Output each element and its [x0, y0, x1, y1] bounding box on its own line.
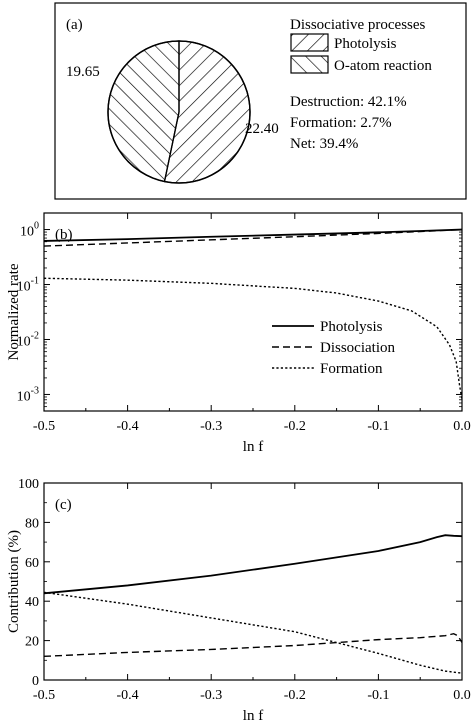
panel-label: (b)	[55, 227, 73, 243]
legend-label-0: Photolysis	[334, 36, 397, 52]
legend-label: Dissociation	[320, 340, 395, 356]
pie-label-o-atom: 19.65	[66, 64, 100, 80]
panel-label: (c)	[55, 497, 72, 513]
panel-c-contribution: (c) -0.5 -0.4 -0.3 -0.2 -0.1 0.0 ln f 0 20 40 60 80 1…	[6, 477, 471, 722]
x-tick-label: -0.2	[284, 419, 306, 434]
series-line-dashed	[43, 632, 463, 658]
x-tick-label: -0.1	[367, 688, 389, 703]
legend-label: Formation	[320, 361, 383, 377]
panel-a-frame	[54, 2, 467, 200]
y-tick-label: 10-2	[17, 330, 39, 349]
y-tick-label: 40	[25, 595, 39, 610]
x-tick-label: -0.4	[117, 688, 139, 703]
y-tick-exponent: 0	[34, 221, 39, 232]
y-tick-base: 10	[17, 389, 31, 404]
x-axis-label: ln f	[243, 708, 263, 722]
y-tick-label: 10-3	[17, 385, 39, 404]
legend-label: Photolysis	[320, 319, 383, 335]
stat-line-0: Destruction: 42.1%	[290, 94, 407, 110]
x-tick-label: -0.5	[33, 688, 55, 703]
y-tick-base: 10	[17, 280, 31, 295]
x-tick-label: -0.2	[284, 688, 306, 703]
x-tick-label: 0.0	[453, 688, 471, 703]
stat-line-1: Formation: 2.7%	[290, 115, 392, 131]
y-tick-label: 60	[25, 556, 39, 571]
x-tick-label: -0.4	[117, 419, 139, 434]
y-axis-label: Contribution (%)	[6, 530, 22, 633]
y-tick-label: 80	[25, 516, 39, 531]
legend-label-1: O-atom reaction	[334, 58, 432, 74]
x-tick-label: -0.5	[33, 419, 55, 434]
pie-outline	[107, 40, 251, 184]
y-tick-label: 20	[25, 635, 39, 650]
legend-swatch-1	[290, 55, 329, 74]
y-tick-label: 100	[20, 221, 39, 240]
series-line-dotted	[43, 591, 463, 674]
series-line-solid	[43, 534, 463, 595]
series-line-dotted	[43, 277, 463, 400]
pie-label-photolysis: 22.40	[245, 121, 279, 137]
series-line-dashed	[43, 228, 463, 247]
x-tick-label: -0.3	[200, 688, 222, 703]
y-tick-base: 10	[17, 334, 31, 349]
legend-title: Dissociative processes	[290, 17, 426, 33]
y-tick-exponent: -3	[31, 385, 39, 396]
y-tick-label: 0	[32, 674, 39, 689]
x-tick-label: -0.3	[200, 419, 222, 434]
x-tick-label: 0.0	[453, 419, 471, 434]
series-line-solid	[43, 228, 463, 242]
y-tick-exponent: -1	[31, 276, 39, 287]
x-axis-label: ln f	[243, 439, 263, 455]
plot-frame	[43, 212, 463, 412]
panel-b-normalized-rate: (b)-0.5 -0.4 -0.3 -0.2 -0.1 0.0ln f10010-110-…	[6, 212, 471, 455]
stat-line-2: Net: 39.4%	[290, 136, 358, 152]
legend-swatch-0	[290, 33, 329, 52]
pie-slice-o-atom-reaction	[107, 40, 180, 183]
plot-frame	[43, 482, 463, 681]
panel-a-pie: (a) 22.40 19.65 Dissociative processes Photo…	[54, 2, 467, 200]
x-tick-label: -0.1	[367, 419, 389, 434]
y-tick-exponent: -2	[31, 330, 39, 341]
panel-a-label: (a)	[66, 17, 83, 33]
y-tick-base: 10	[20, 225, 34, 240]
y-axis-label: Normalized rate	[6, 263, 22, 360]
y-tick-label: 100	[18, 477, 39, 492]
y-tick-label: 10-1	[17, 276, 39, 295]
